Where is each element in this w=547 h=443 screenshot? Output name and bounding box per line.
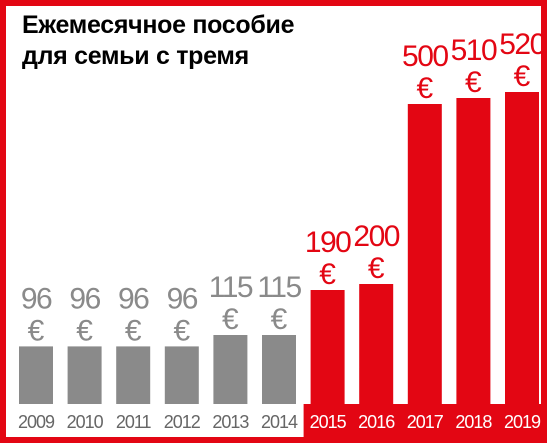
bar-2015: [310, 290, 345, 404]
value-label-2014: 115: [257, 271, 301, 304]
bar-2019: [505, 92, 539, 404]
value-label-2012: 96: [167, 282, 198, 315]
year-label-2016: 2016: [358, 412, 395, 432]
value-unit-2018: €: [465, 66, 482, 99]
value-unit-2015: €: [319, 258, 336, 291]
value-unit-2017: €: [416, 72, 433, 105]
value-unit-2016: €: [368, 252, 385, 285]
year-label-2013: 2013: [212, 412, 249, 432]
year-label-2012: 2012: [164, 412, 201, 432]
bar-2014: [262, 335, 296, 404]
value-label-2009: 96: [21, 282, 52, 315]
bar-2017: [407, 104, 442, 404]
bar-2018: [456, 98, 491, 404]
bar-2012: [164, 346, 199, 404]
value-label-2016: 200: [353, 220, 399, 253]
year-label-2019: 2019: [504, 412, 541, 432]
value-unit-2012: €: [173, 314, 190, 347]
value-label-2019: 520: [499, 28, 545, 61]
value-label-2017: 500: [402, 40, 448, 73]
year-label-2015: 2015: [310, 412, 347, 432]
bar-2009: [19, 346, 53, 404]
bar-2016: [359, 284, 394, 404]
value-label-2018: 510: [451, 34, 497, 67]
value-label-2011: 96: [118, 282, 149, 315]
value-unit-2009: €: [28, 314, 45, 347]
year-label-2010: 2010: [67, 412, 104, 432]
year-strip-new: [303, 404, 541, 437]
value-unit-2013: €: [222, 303, 239, 336]
value-label-2013: 115: [209, 271, 253, 304]
year-strip-past: [6, 404, 304, 437]
chart-title: Ежемесячное пособие для семьи с тремя: [22, 10, 294, 72]
value-unit-2019: €: [514, 60, 531, 93]
bar-2010: [67, 346, 102, 404]
value-unit-2010: €: [76, 314, 93, 347]
year-label-2009: 2009: [18, 412, 55, 432]
value-label-2015: 190: [305, 226, 351, 259]
bar-2011: [116, 346, 151, 404]
year-label-2017: 2017: [407, 412, 444, 432]
value-label-2010: 96: [69, 282, 100, 315]
value-unit-2014: €: [271, 303, 288, 336]
value-unit-2011: €: [125, 314, 142, 347]
bar-2013: [213, 335, 248, 404]
year-label-2011: 2011: [116, 412, 152, 432]
chart-title-line-2: для семьи с тремя: [22, 42, 249, 70]
chart-title-line-1: Ежемесячное пособие: [22, 11, 295, 39]
year-label-2018: 2018: [455, 412, 492, 432]
year-label-2014: 2014: [261, 412, 298, 432]
